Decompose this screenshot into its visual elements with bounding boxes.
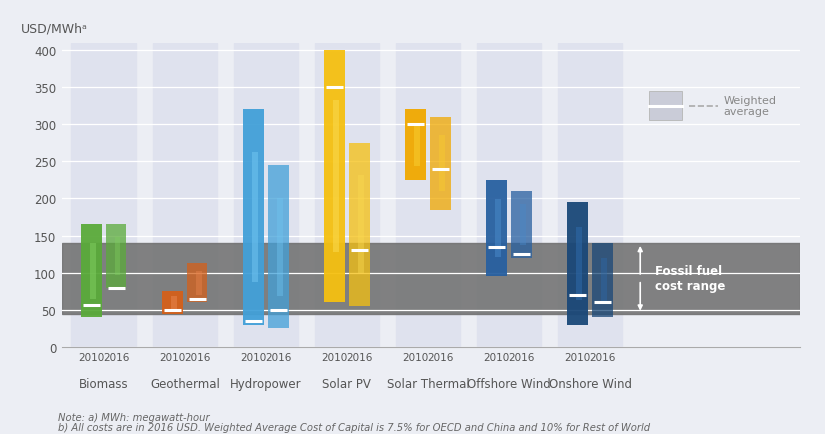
Text: Onshore Wind: Onshore Wind: [549, 378, 632, 391]
Text: Offshore Wind: Offshore Wind: [467, 378, 551, 391]
Bar: [601, 258, 606, 303]
Bar: [511, 191, 531, 258]
Bar: [358, 176, 364, 274]
Bar: [577, 227, 582, 300]
Bar: [592, 243, 613, 318]
Bar: [172, 296, 177, 309]
Bar: [558, 43, 622, 347]
Bar: [72, 43, 136, 347]
Bar: [430, 118, 450, 210]
Text: Fossil fuel
cost range: Fossil fuel cost range: [655, 265, 726, 293]
Text: Solar Thermal: Solar Thermal: [387, 378, 469, 391]
Bar: [396, 43, 460, 347]
Bar: [90, 243, 96, 299]
Bar: [268, 166, 289, 329]
Text: Hydropower: Hydropower: [230, 378, 302, 391]
Bar: [252, 153, 258, 282]
Text: Biomass: Biomass: [79, 378, 129, 391]
Bar: [405, 110, 426, 181]
Text: Weighted
average: Weighted average: [724, 95, 776, 117]
Bar: [349, 143, 370, 306]
Bar: [314, 43, 380, 347]
Text: Note: a) MWh: megawatt-hour: Note: a) MWh: megawatt-hour: [58, 412, 210, 422]
Bar: [414, 124, 420, 166]
Text: USD/MWhᵃ: USD/MWhᵃ: [21, 22, 88, 35]
Bar: [277, 198, 283, 296]
Bar: [568, 203, 588, 325]
Bar: [106, 225, 126, 288]
Text: b) All costs are in 2016 USD. Weighted Average Cost of Capital is 7.5% for OECD : b) All costs are in 2016 USD. Weighted A…: [58, 422, 650, 432]
Bar: [116, 237, 120, 275]
Text: Geothermal: Geothermal: [150, 378, 219, 391]
Bar: [487, 181, 507, 277]
Bar: [521, 205, 526, 245]
FancyBboxPatch shape: [649, 92, 682, 121]
Bar: [81, 225, 101, 318]
Text: Solar PV: Solar PV: [323, 378, 371, 391]
Bar: [196, 271, 201, 295]
Bar: [477, 43, 541, 347]
Bar: [233, 43, 298, 347]
Bar: [333, 101, 339, 252]
Bar: [62, 243, 800, 314]
Bar: [439, 136, 445, 191]
Bar: [324, 51, 345, 303]
Bar: [496, 200, 502, 257]
Bar: [153, 43, 217, 347]
Bar: [187, 263, 208, 303]
Bar: [163, 292, 183, 314]
Bar: [243, 110, 264, 325]
